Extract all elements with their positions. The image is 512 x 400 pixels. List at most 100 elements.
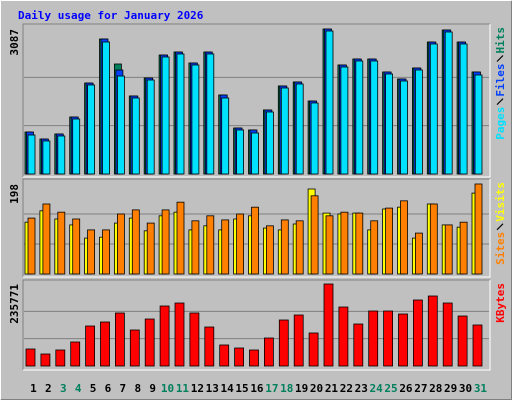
x-tick-label: 3 [60,382,67,395]
bar [102,229,110,275]
bar [72,218,81,275]
bar [221,219,230,275]
bar [191,220,200,275]
bar [444,31,453,175]
bar [474,183,483,275]
bar [368,310,379,367]
bar [400,80,408,175]
legend-separator [496,98,504,106]
bar [55,349,66,367]
bar [191,64,200,175]
bar [310,102,319,175]
bar [85,325,95,367]
x-tick-label: 19 [295,382,308,395]
bar [280,87,289,175]
legend-separator [496,223,504,231]
bar [27,134,36,175]
bar [176,201,185,275]
legend-entry: Files [494,64,507,97]
x-tick-label: 8 [134,382,141,395]
x-tick-label: 5 [90,382,97,395]
bar [100,321,110,367]
bar [338,306,349,367]
legend-entry: Sites [494,232,507,265]
bar [161,209,170,275]
panel-shadow [22,178,490,277]
bar [204,326,215,367]
bar [444,224,453,275]
x-tick-label: 26 [399,382,413,395]
bar [131,209,140,275]
bar [280,219,289,275]
bar [427,295,438,367]
bar [459,221,468,275]
bar [129,329,140,367]
bar [236,213,245,275]
bar [474,74,483,175]
x-tick-label: 24 [370,382,384,395]
bar [325,30,334,175]
bar [57,211,66,275]
bar [42,203,51,275]
x-tick-label: 16 [250,382,264,395]
bar [323,283,334,367]
bar [370,220,379,275]
bar [355,212,364,275]
panel-light [23,179,491,278]
bar [310,195,319,275]
legend-entry: Hits [494,27,507,54]
bar [72,118,81,175]
bar [295,83,304,175]
bar [87,84,95,175]
legend-entry: Pages [494,107,507,140]
x-tick-label: 25 [384,382,397,395]
bar [383,310,394,367]
x-tick-label: 14 [221,382,235,395]
x-tick-label: 27 [414,382,427,395]
bar [459,43,468,175]
bar [234,347,245,367]
panel-shadow [22,279,490,370]
bar [398,313,408,367]
bar [70,341,81,367]
bar [57,135,66,175]
legend-entry: Visits [494,182,507,222]
x-tick-label: 9 [149,382,156,395]
panel-light [23,24,491,178]
x-tick-label: 22 [340,382,353,395]
x-tick-label: 11 [176,382,190,395]
x-tick-label: 12 [191,382,204,395]
bar [355,60,364,175]
bar [385,73,394,175]
bar [472,324,483,367]
x-tick-label: 20 [310,382,323,395]
chart-title: Daily usage for January 2026 [18,9,204,22]
y-tick-label: 235771 [8,284,21,324]
bar [293,314,304,367]
bar [251,206,259,275]
bar [219,344,230,367]
x-tick-label: 29 [444,382,457,395]
bar [429,43,438,175]
bar [117,75,125,175]
bar [412,299,423,367]
bar [295,220,304,275]
x-tick-label: 7 [120,382,127,395]
bar [429,203,438,275]
bar [457,315,468,367]
bar [325,215,334,275]
bar [40,353,51,367]
bar [385,207,394,275]
x-tick-label: 18 [280,382,293,395]
bar [265,225,274,275]
x-tick-label: 6 [105,382,112,395]
panel-shadow [22,23,490,177]
bar [42,140,51,175]
bar [189,312,200,367]
y-tick-label: 3087 [8,29,21,56]
legend-separator [496,55,504,62]
bar [115,312,125,367]
bar [249,349,259,367]
bar [340,211,349,275]
